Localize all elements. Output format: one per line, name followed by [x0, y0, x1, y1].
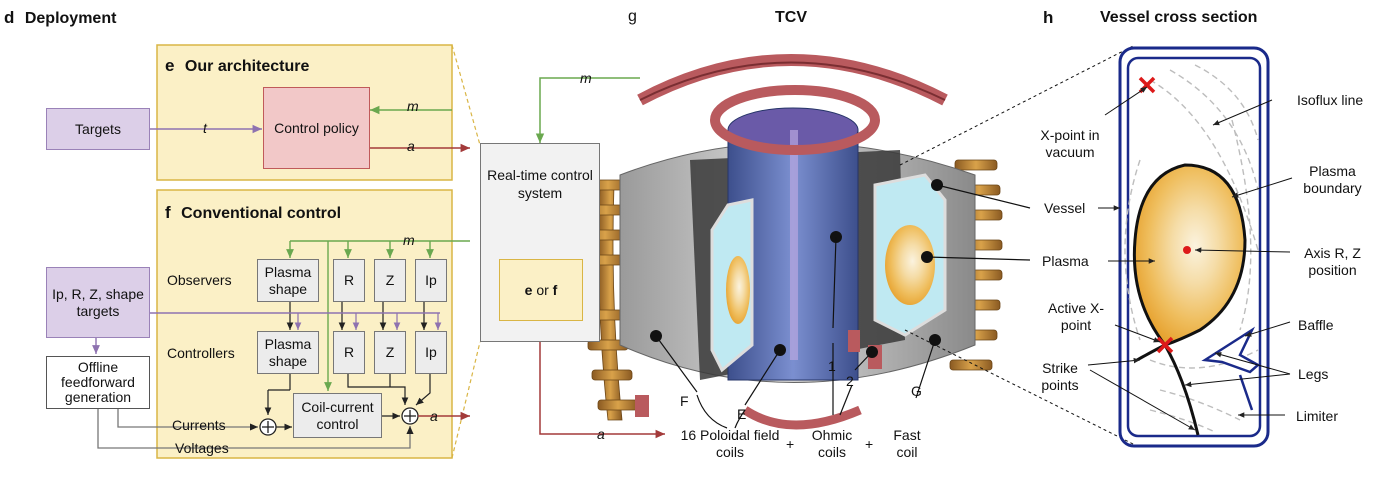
panel-g-title: TCV — [775, 9, 807, 26]
coil-G-label: G — [911, 383, 922, 399]
signal-a-label-f: a — [430, 408, 438, 424]
signal-m-label-e: m — [407, 98, 419, 114]
plasma-label: Plasma — [1042, 253, 1089, 269]
legs-label: Legs — [1298, 366, 1329, 382]
coil-2-label: 2 — [846, 373, 854, 389]
realtime-system-label: Real-time control system — [487, 167, 593, 201]
signal-a-label-e: a — [407, 138, 415, 154]
signal-m-label-tcv: m — [580, 70, 592, 86]
baffle-label: Baffle — [1298, 317, 1334, 333]
observers-label: Observers — [167, 272, 232, 288]
plus-1: + — [786, 436, 795, 452]
panel-f-letter: f — [165, 203, 171, 222]
signal-a-label-tcv: a — [597, 426, 605, 442]
controllers-label: Controllers — [167, 345, 235, 361]
controller-r-box: R — [333, 331, 365, 374]
vessel-label: Vessel — [1044, 200, 1086, 216]
axis-position-label: Axis R, Z position — [1304, 245, 1361, 278]
e-or-f-f: f — [552, 282, 558, 298]
coil-1-label: 1 — [828, 358, 836, 374]
active-x-point-label: Active X-point — [1047, 300, 1104, 333]
signal-m-label-f: m — [403, 232, 415, 248]
panel-f-heading: f Conventional control — [165, 203, 341, 223]
controller-plasma-shape-box: Plasma shape — [257, 331, 319, 374]
shape-targets-box: Ip, R, Z, shape targets — [46, 267, 150, 338]
coil-F-label: F — [680, 393, 689, 409]
panel-e-letter: e — [165, 56, 175, 75]
control-policy-box: Control policy — [263, 87, 370, 169]
ohmic-coils-label: Ohmic coils — [811, 427, 853, 460]
panel-d-letter: d — [4, 8, 15, 27]
controller-ip-box: Ip — [415, 331, 447, 374]
controller-z-box: Z — [374, 331, 406, 374]
panel-e-heading: e Our architecture — [165, 56, 309, 76]
panel-d-title: Deployment — [24, 10, 117, 27]
panel-f-title: Conventional control — [181, 205, 342, 222]
targets-box: Targets — [46, 108, 150, 150]
panel-d-heading: d Deployment — [4, 8, 116, 28]
limiter-label: Limiter — [1296, 408, 1339, 424]
observer-z-box: Z — [374, 259, 406, 302]
signal-t-label: t — [203, 120, 207, 136]
voltages-label: Voltages — [175, 440, 229, 456]
tcv-illustration — [584, 44, 1136, 446]
coil-E-label: E — [737, 406, 747, 422]
panel-h-title: Vessel cross section — [1100, 9, 1258, 26]
coil-current-control-box: Coil-current control — [293, 393, 382, 438]
offline-feedforward-box: Offline feedforward generation — [46, 356, 150, 409]
vessel-cross-section — [1087, 46, 1293, 448]
fast-coil-label: Fast coil — [893, 427, 921, 460]
currents-label: Currents — [172, 417, 226, 433]
panel-g-letter: g — [628, 8, 637, 25]
panel-h-letter: h — [1043, 8, 1054, 27]
plasma-boundary-label: Plasma boundary — [1303, 163, 1362, 196]
e-or-f-box: e or f — [499, 259, 583, 321]
poloidal-coils-label: 16 Poloidal field coils — [680, 427, 780, 460]
strike-points-label: Strike points — [1041, 360, 1079, 393]
observer-ip-box: Ip — [415, 259, 447, 302]
panel-e-title: Our architecture — [184, 58, 310, 75]
x-point-vacuum-label: X-point in vacuum — [1040, 127, 1100, 160]
e-or-f-e: e — [524, 282, 533, 298]
isoflux-label: Isoflux line — [1297, 92, 1364, 108]
observer-plasma-shape-box: Plasma shape — [257, 259, 319, 302]
plus-2: + — [865, 436, 874, 452]
e-or-f-or: or — [536, 282, 549, 298]
realtime-system-box: Real-time control system e or f — [480, 143, 600, 342]
observer-r-box: R — [333, 259, 365, 302]
